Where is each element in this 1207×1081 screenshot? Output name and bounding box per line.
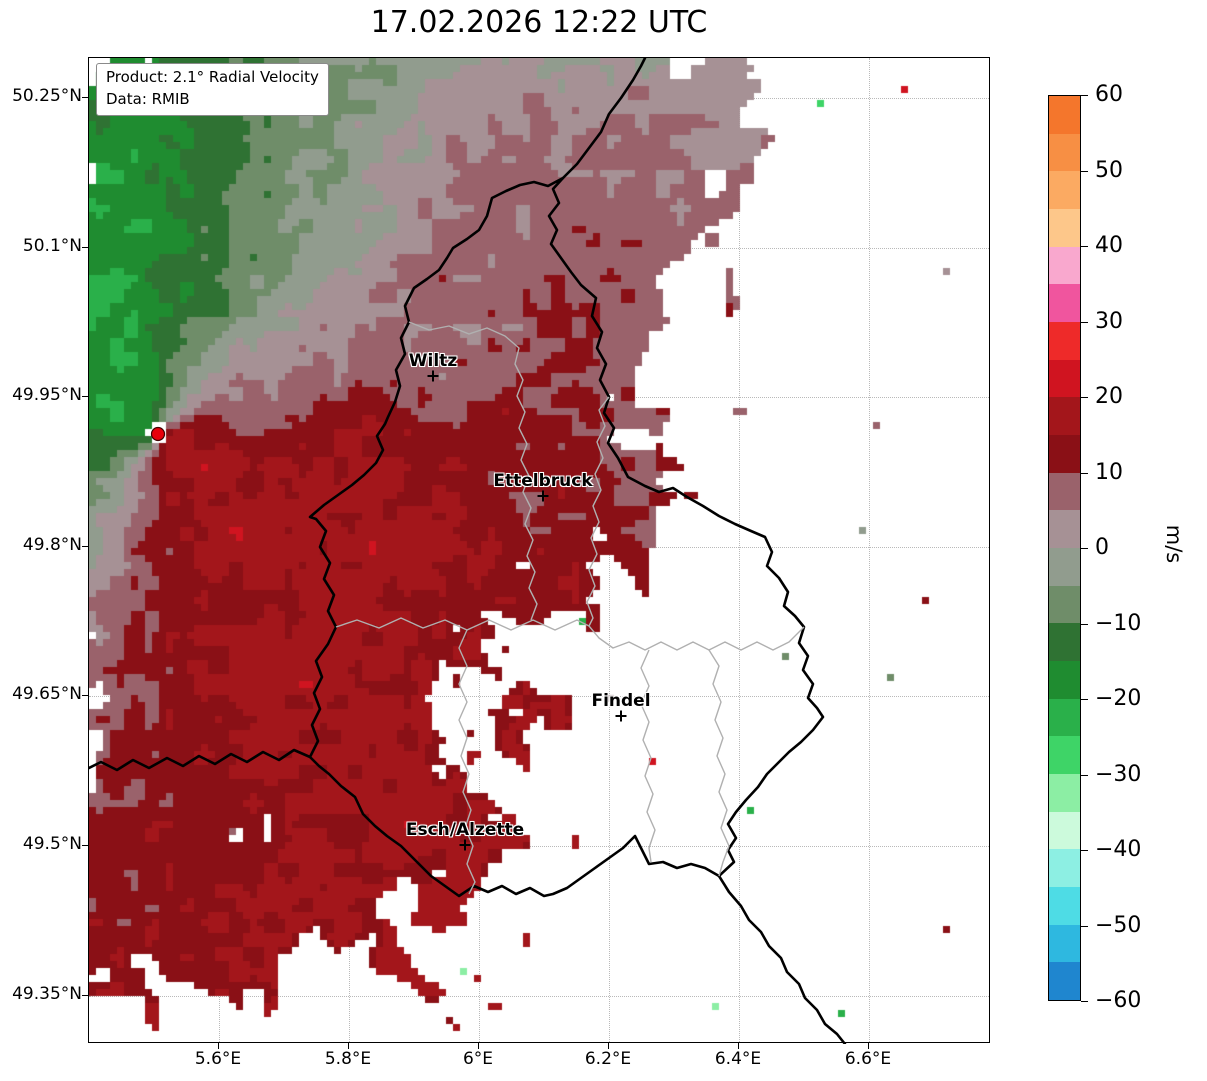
colorbar-band	[1049, 849, 1080, 888]
city-label: Findel	[591, 691, 651, 711]
x-axis-tick	[738, 1043, 739, 1049]
y-tick-label: 49.35°N	[12, 984, 82, 1004]
colorbar-band	[1049, 924, 1080, 963]
colorbar	[1048, 95, 1081, 1001]
colorbar-band	[1049, 774, 1080, 812]
x-axis-tick	[478, 1043, 479, 1049]
colorbar-band	[1049, 472, 1080, 511]
city-label: Esch/Alzette	[405, 820, 525, 840]
colorbar-band	[1049, 510, 1080, 549]
colorbar-tick	[1081, 623, 1088, 625]
colorbar-tick-label: 0	[1095, 535, 1109, 560]
colorbar-tick	[1081, 321, 1088, 323]
colorbar-band	[1049, 171, 1080, 210]
colorbar-tick-label: −10	[1095, 610, 1142, 636]
colorbar-tick	[1081, 246, 1088, 247]
colorbar-tick-label: −30	[1095, 761, 1142, 787]
city-label: Wiltz	[408, 351, 458, 371]
colorbar-band	[1049, 548, 1080, 586]
colorbar-band	[1049, 284, 1080, 323]
colorbar-tick	[1081, 397, 1088, 398]
colorbar-tick	[1081, 472, 1088, 474]
map-plot-area: Product: 2.1° Radial Velocity Data: RMIB	[88, 57, 991, 1044]
colorbar-tick-label: 30	[1095, 308, 1123, 334]
y-axis-tick	[82, 995, 88, 996]
colorbar-band	[1049, 435, 1080, 473]
city-marker-icon	[432, 370, 434, 382]
colorbar-tick	[1081, 95, 1088, 96]
radar-velocity-field	[89, 58, 991, 1044]
x-axis-tick	[348, 1043, 349, 1049]
colorbar-band	[1049, 322, 1080, 360]
colorbar-band	[1049, 246, 1080, 285]
product-info-box: Product: 2.1° Radial Velocity Data: RMIB	[96, 63, 329, 116]
colorbar-band	[1049, 736, 1080, 775]
x-tick-label: 6°E	[462, 1049, 494, 1069]
colorbar-tick-label: −60	[1095, 988, 1142, 1013]
y-axis-tick	[82, 546, 88, 547]
y-tick-label: 50.1°N	[22, 236, 82, 256]
colorbar-band	[1049, 698, 1080, 737]
colorbar-band	[1049, 887, 1080, 925]
colorbar-tick-label: 20	[1095, 384, 1123, 409]
y-tick-label: 50.25°N	[12, 86, 82, 106]
x-tick-label: 6.6°E	[844, 1049, 892, 1069]
y-tick-label: 49.95°N	[12, 385, 82, 405]
y-tick-label: 49.5°N	[22, 834, 82, 854]
colorbar-band	[1049, 962, 1080, 1001]
colorbar-tick	[1081, 774, 1088, 776]
colorbar-tick-label: 40	[1095, 233, 1123, 258]
colorbar-tick	[1081, 548, 1088, 549]
y-axis-tick	[82, 396, 88, 397]
x-axis-tick	[218, 1043, 219, 1049]
colorbar-tick	[1081, 850, 1088, 851]
colorbar-tick	[1081, 170, 1088, 172]
city-marker-icon	[464, 839, 466, 851]
colorbar-band	[1049, 585, 1080, 624]
city-marker-icon	[620, 710, 622, 722]
data-source-line: Data: RMIB	[106, 89, 190, 108]
colorbar-tick	[1081, 699, 1088, 700]
colorbar-band	[1049, 359, 1080, 398]
y-axis-tick	[82, 845, 88, 846]
x-tick-label: 6.4°E	[714, 1049, 762, 1069]
colorbar-tick-label: 50	[1095, 157, 1123, 183]
x-axis-tick	[868, 1043, 869, 1049]
colorbar-units-label: m/s	[1162, 524, 1187, 564]
y-axis-tick	[82, 247, 88, 248]
colorbar-tick-label: −20	[1095, 686, 1142, 711]
colorbar-band	[1049, 397, 1080, 436]
city-label: Ettelbruck	[493, 471, 593, 491]
y-axis-tick	[82, 695, 88, 696]
colorbar-tick-label: 10	[1095, 459, 1123, 485]
product-line: Product: 2.1° Radial Velocity	[106, 68, 319, 86]
colorbar-tick-label: −40	[1095, 837, 1142, 862]
city-marker-icon	[542, 490, 544, 502]
x-axis-tick	[608, 1043, 609, 1049]
figure-title: 17.02.2026 12:22 UTC	[370, 5, 708, 40]
x-tick-label: 6.2°E	[584, 1049, 632, 1069]
y-tick-label: 49.65°N	[12, 684, 82, 704]
colorbar-band	[1049, 623, 1080, 662]
colorbar-band	[1049, 209, 1080, 247]
colorbar-tick	[1081, 925, 1088, 927]
colorbar-tick-label: 60	[1095, 82, 1123, 107]
x-tick-label: 5.8°E	[324, 1049, 372, 1069]
colorbar-band	[1049, 133, 1080, 172]
x-tick-label: 5.6°E	[194, 1049, 242, 1069]
colorbar-band	[1049, 96, 1080, 134]
colorbar-band	[1049, 661, 1080, 699]
colorbar-band	[1049, 811, 1080, 850]
colorbar-tick-label: −50	[1095, 912, 1142, 938]
colorbar-tick	[1081, 1001, 1088, 1002]
y-tick-label: 49.8°N	[22, 535, 82, 555]
y-axis-tick	[82, 97, 88, 98]
